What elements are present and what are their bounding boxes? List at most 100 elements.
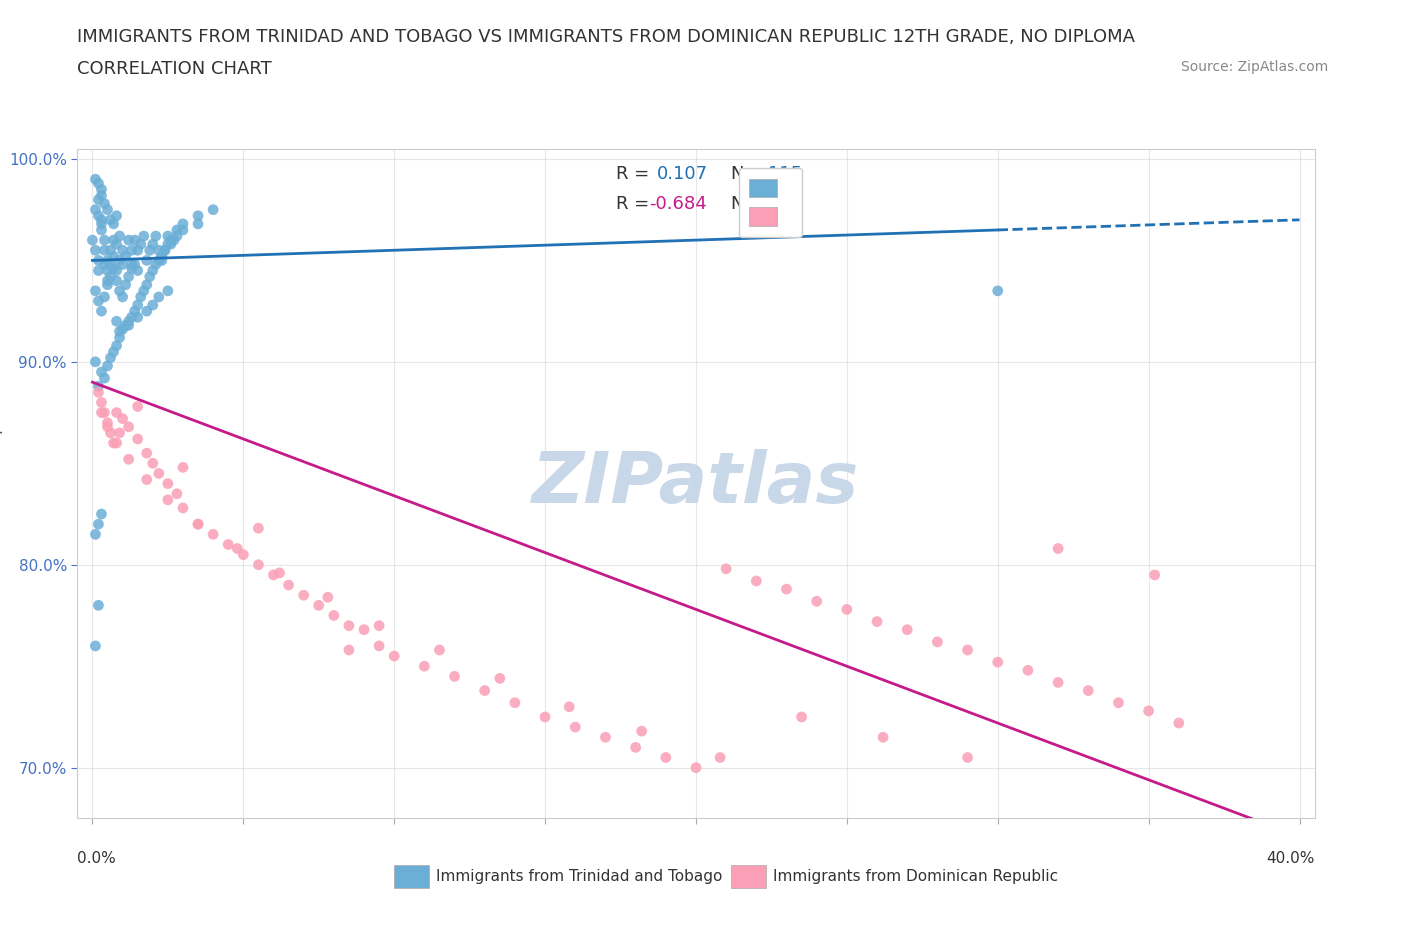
Point [534,710,557,724]
Point [87,253,110,268]
Point [108,253,131,268]
Point [127,399,149,414]
Point [100,212,122,227]
Text: CORRELATION CHART: CORRELATION CHART [77,60,273,78]
Text: 0.107: 0.107 [657,165,707,183]
Point [655,751,678,765]
Point [429,643,451,658]
Point [595,730,617,745]
Point [127,263,149,278]
Point [172,500,194,515]
Point [153,243,176,258]
Point [84,527,107,542]
Point [100,257,122,272]
Point [105,435,128,450]
Point [108,330,131,345]
Point [337,643,360,658]
Point [103,261,125,276]
Point [84,354,107,369]
Text: R =: R = [616,195,648,213]
Point [114,277,136,292]
Point [100,425,122,440]
Point [488,671,510,685]
Point [277,578,299,592]
Point [1047,541,1070,556]
Point [93,405,115,420]
Point [93,289,115,304]
Point [956,643,979,658]
Point [105,405,128,420]
Point [1017,663,1039,678]
Point [368,639,391,654]
Point [1107,696,1129,711]
Point [84,202,107,217]
Point [172,460,194,475]
Point [96,358,118,373]
Point [127,243,149,258]
Point [105,263,128,278]
Point [111,243,134,258]
Point [105,273,128,288]
Point [93,232,115,247]
Point [87,385,110,400]
Point [790,710,813,724]
Point [187,217,209,232]
Point [142,298,165,312]
Point [90,212,112,227]
Point [103,217,125,232]
Point [135,445,157,460]
Point [226,541,249,556]
Point [166,222,188,237]
Point [108,284,131,299]
Text: N =: N = [731,165,765,183]
Point [564,720,586,735]
Point [96,263,118,278]
Point [105,339,128,353]
Point [202,527,225,542]
Point [368,618,391,633]
Point [90,405,112,420]
Point [139,269,162,284]
Point [111,289,134,304]
Point [124,232,146,247]
Point [121,257,143,272]
Point [160,237,183,252]
Point [90,217,112,232]
Point [156,284,179,299]
Point [292,588,315,603]
Point [187,208,209,223]
Point [121,261,143,276]
Point [84,172,107,187]
Point [714,562,737,577]
Point [474,684,496,698]
Text: Source: ZipAtlas.com: Source: ZipAtlas.com [1181,60,1329,74]
Point [124,304,146,319]
Point [135,253,157,268]
Point [103,344,125,359]
Point [927,634,949,649]
Point [247,521,270,536]
Point [443,669,465,684]
Point [142,263,165,278]
Point [108,229,131,244]
Point [630,724,652,738]
Point [87,208,110,223]
Point [148,466,170,481]
Point [835,602,858,617]
Point [337,618,360,633]
Point [150,253,173,268]
Point [105,208,128,223]
Point [1047,675,1070,690]
Point [558,699,581,714]
Point [100,243,122,258]
Point [1077,684,1099,698]
Point [308,598,330,613]
Point [187,517,209,532]
Point [156,492,179,507]
Point [111,411,134,426]
Point [87,517,110,532]
Point [114,249,136,264]
Point [124,257,146,272]
Point [127,310,149,325]
Point [117,232,139,247]
